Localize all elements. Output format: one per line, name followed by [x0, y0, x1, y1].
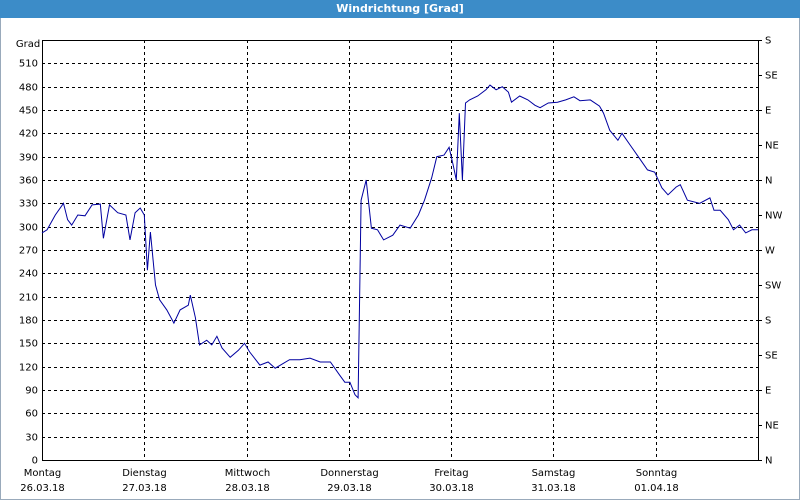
y-tick-label: 510 [19, 59, 38, 70]
y-tick-label: 330 [19, 199, 38, 210]
y2-tick-label: SE [765, 351, 778, 362]
x-tick-date: 30.03.18 [429, 483, 474, 494]
x-tick-label: Montag [24, 468, 61, 479]
y-tick-label: 150 [19, 339, 38, 350]
y-tick-label: 360 [19, 176, 38, 187]
x-tick-label: Mittwoch [225, 468, 270, 479]
title-bar: Windrichtung [Grad] [0, 0, 800, 18]
y-tick-label: 60 [25, 409, 38, 420]
y-tick-label: 420 [19, 129, 38, 140]
y2-tick-label: S [765, 316, 771, 327]
y-tick-label: 480 [19, 83, 38, 94]
y-tick-label: 180 [19, 316, 38, 327]
y2-tick-label: E [765, 106, 771, 117]
y-tick-label: 300 [19, 223, 38, 234]
x-tick-label: Sonntag [636, 468, 678, 479]
x-tick-date: 26.03.18 [20, 483, 65, 494]
x-tick-date: 27.03.18 [122, 483, 167, 494]
y2-tick-label: NE [765, 421, 779, 432]
x-tick-label: Samstag [532, 468, 576, 479]
x-tick-label: Dienstag [122, 468, 167, 479]
y2-tick-label: NE [765, 141, 779, 152]
y2-tick-label: SW [765, 281, 781, 292]
y2-tick-label: N [765, 176, 772, 187]
x-tick-label: Donnerstag [320, 468, 378, 479]
y2-tick-label: E [765, 386, 771, 397]
y2-tick-label: N [765, 456, 772, 467]
y-tick-label: 450 [19, 106, 38, 117]
y2-tick-label: NW [765, 211, 782, 222]
y-tick-label: 120 [19, 363, 38, 374]
y2-tick-label: SE [765, 71, 778, 82]
y2-tick-label: S [765, 36, 771, 47]
y-tick-label: 210 [19, 293, 38, 304]
y-tick-label: 0 [32, 456, 38, 467]
y-axis-label: Grad [16, 39, 40, 50]
x-tick-label: Freitag [434, 468, 468, 479]
y-tick-label: 390 [19, 153, 38, 164]
y-tick-label: 240 [19, 269, 38, 280]
y-tick-label: 270 [19, 246, 38, 257]
y-tick-label: 90 [25, 386, 38, 397]
plot-area [42, 40, 759, 461]
x-tick-date: 28.03.18 [225, 483, 270, 494]
y2-tick-label: W [765, 246, 775, 257]
y-tick-label: 30 [25, 433, 38, 444]
x-tick-date: 01.04.18 [634, 483, 679, 494]
data-line [41, 84, 758, 399]
x-tick-date: 31.03.18 [531, 483, 576, 494]
x-tick-date: 29.03.18 [327, 483, 372, 494]
